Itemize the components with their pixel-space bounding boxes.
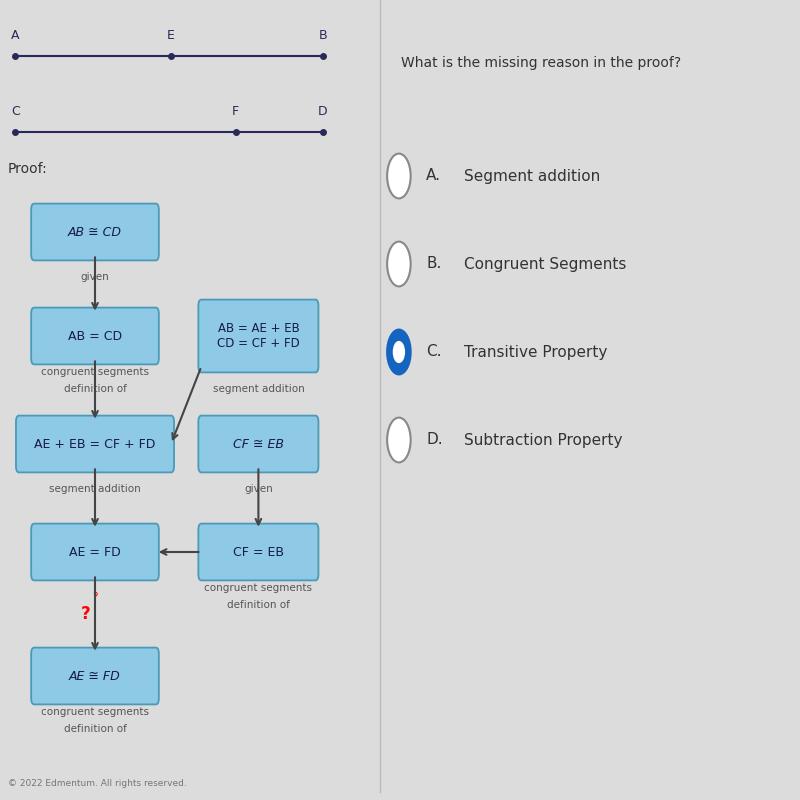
- Text: C: C: [11, 105, 19, 118]
- Circle shape: [387, 242, 410, 286]
- Text: ?: ?: [92, 592, 98, 602]
- Text: Subtraction Property: Subtraction Property: [464, 433, 622, 447]
- FancyBboxPatch shape: [198, 300, 318, 373]
- FancyBboxPatch shape: [31, 204, 159, 261]
- Text: B: B: [318, 29, 327, 42]
- FancyBboxPatch shape: [31, 648, 159, 705]
- Circle shape: [387, 418, 410, 462]
- Text: segment addition: segment addition: [213, 384, 304, 394]
- Text: Transitive Property: Transitive Property: [464, 345, 607, 359]
- Text: D.: D.: [426, 433, 443, 447]
- Text: given: given: [81, 272, 110, 282]
- FancyBboxPatch shape: [31, 524, 159, 581]
- Text: AE ≅ FD: AE ≅ FD: [69, 670, 121, 682]
- Text: given: given: [244, 483, 273, 494]
- Text: AB = CD: AB = CD: [68, 330, 122, 342]
- Text: E: E: [167, 29, 175, 42]
- Text: What is the missing reason in the proof?: What is the missing reason in the proof?: [401, 56, 681, 70]
- Text: F: F: [232, 105, 239, 118]
- Text: Congruent Segments: Congruent Segments: [464, 257, 626, 271]
- Text: Proof:: Proof:: [8, 162, 47, 176]
- Text: congruent segments: congruent segments: [41, 366, 149, 377]
- FancyBboxPatch shape: [16, 416, 174, 472]
- Circle shape: [387, 154, 410, 198]
- Text: D: D: [318, 105, 328, 118]
- Text: AB ≅ CD: AB ≅ CD: [68, 226, 122, 238]
- Text: © 2022 Edmentum. All rights reserved.: © 2022 Edmentum. All rights reserved.: [8, 779, 186, 788]
- Text: definition of: definition of: [63, 725, 126, 734]
- Text: AE + EB = CF + FD: AE + EB = CF + FD: [34, 438, 156, 450]
- Text: congruent segments: congruent segments: [41, 707, 149, 717]
- Text: definition of: definition of: [63, 385, 126, 394]
- Text: A.: A.: [426, 169, 442, 183]
- Text: ?: ?: [81, 605, 90, 623]
- Circle shape: [387, 330, 410, 374]
- Text: AE = FD: AE = FD: [69, 546, 121, 558]
- FancyBboxPatch shape: [198, 416, 318, 472]
- Text: A: A: [11, 29, 19, 42]
- Text: B.: B.: [426, 257, 442, 271]
- Text: AB = AE + EB
CD = CF + FD: AB = AE + EB CD = CF + FD: [217, 322, 300, 350]
- Text: segment addition: segment addition: [49, 483, 141, 494]
- FancyBboxPatch shape: [31, 308, 159, 365]
- FancyBboxPatch shape: [198, 524, 318, 581]
- Text: CF = EB: CF = EB: [233, 546, 284, 558]
- Circle shape: [394, 342, 404, 362]
- Text: C.: C.: [426, 345, 442, 359]
- Text: definition of: definition of: [227, 600, 290, 610]
- Text: Segment addition: Segment addition: [464, 169, 600, 183]
- Text: congruent segments: congruent segments: [204, 582, 312, 593]
- Text: CF ≅ EB: CF ≅ EB: [233, 438, 284, 450]
